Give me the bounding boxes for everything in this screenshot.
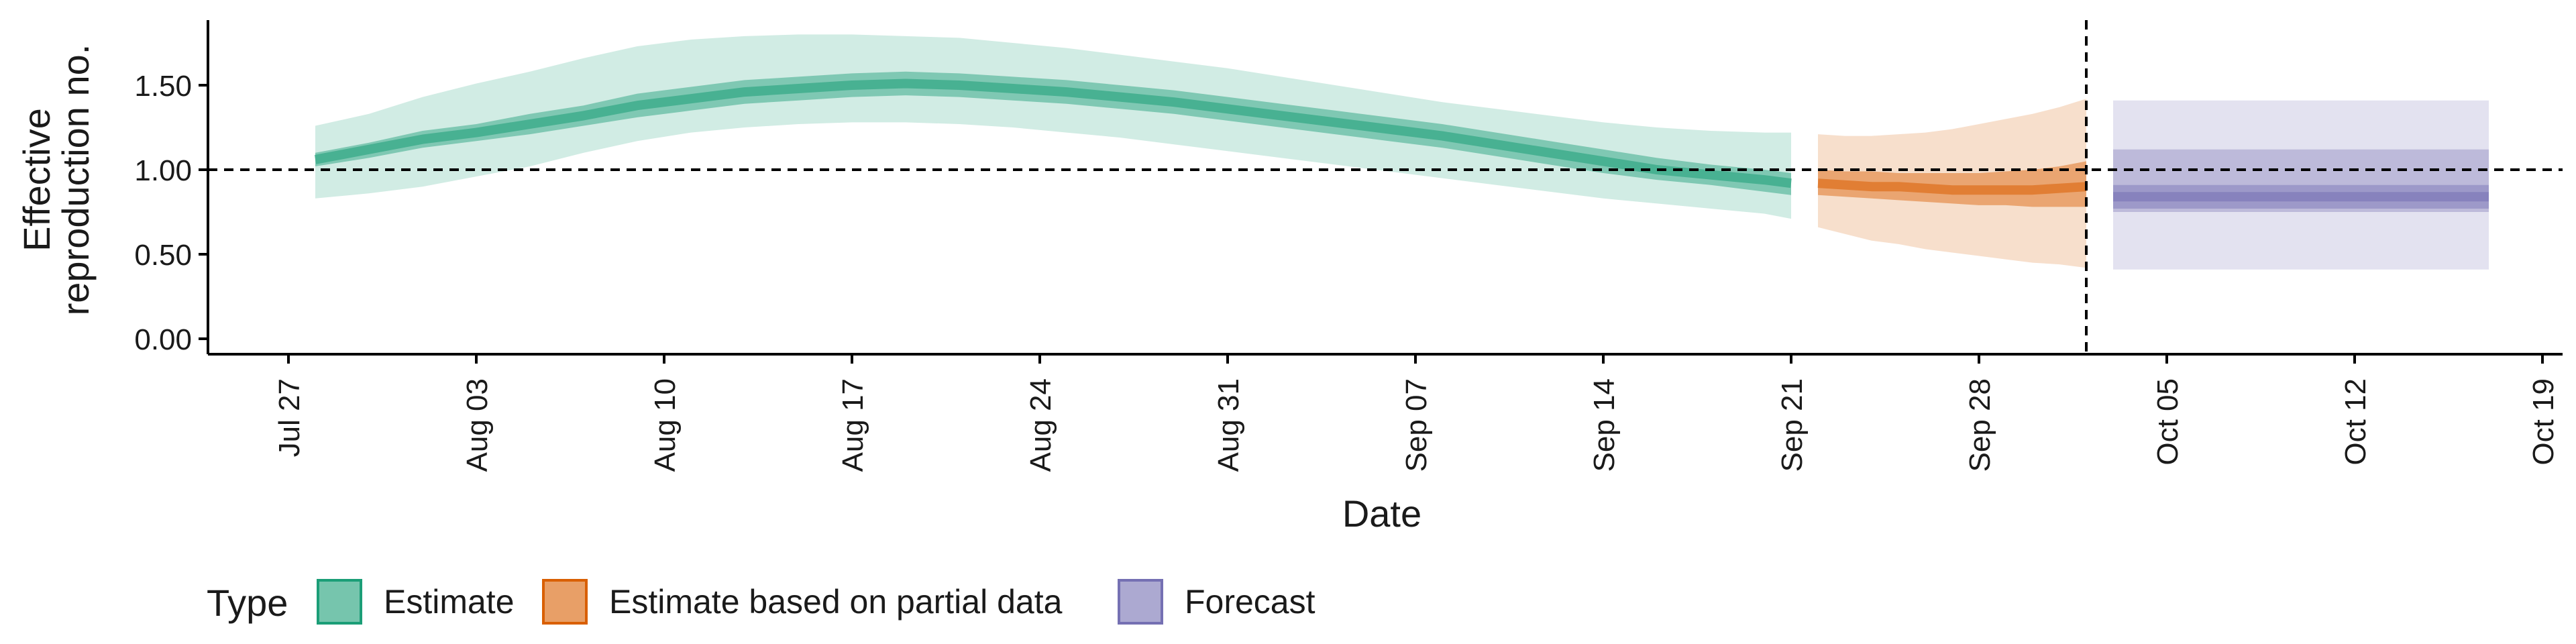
forecast-band-90 bbox=[2113, 100, 2489, 270]
y-tick-label: 0.50 bbox=[134, 239, 192, 272]
y-axis-title-line: Effective bbox=[15, 108, 58, 252]
legend-title: Type bbox=[207, 582, 288, 624]
legend-key-forecast bbox=[1118, 579, 1163, 625]
estimate-based-on-partial-data-band-50 bbox=[1818, 161, 2086, 207]
legend-label-estimate-based-on-partial-data: Estimate based on partial data bbox=[609, 583, 1063, 621]
y-tick-label: 0.00 bbox=[134, 323, 192, 356]
x-tick-label: Oct 12 bbox=[2339, 378, 2372, 466]
x-tick-label: Oct 05 bbox=[2151, 378, 2184, 466]
x-tick-label: Aug 31 bbox=[1212, 378, 1245, 472]
y-axis-title: Effectivereproduction no. bbox=[15, 44, 97, 316]
x-tick-label: Sep 21 bbox=[1776, 378, 1809, 472]
legend-key-estimate bbox=[317, 579, 362, 625]
legend-key-estimate-based-on-partial-data bbox=[542, 579, 588, 625]
x-tick-label: Sep 07 bbox=[1400, 378, 1433, 472]
lines-layer bbox=[208, 20, 2563, 354]
x-tick-label: Aug 03 bbox=[461, 378, 494, 472]
legend-label-forecast: Forecast bbox=[1185, 583, 1316, 621]
legend: Type Estimate Estimate based on partial da… bbox=[207, 579, 1316, 625]
x-tick-label: Sep 28 bbox=[1964, 378, 1996, 472]
x-tick-label: Aug 17 bbox=[837, 378, 869, 472]
bands-layer bbox=[314, 34, 2489, 270]
y-axis-title-line: reproduction no. bbox=[54, 44, 97, 316]
x-axis-title: Date bbox=[1342, 492, 1421, 535]
estimate-median-line bbox=[314, 78, 1792, 189]
labels-layer: 0.00 0.50 1.00 1.50 Jul 27 Aug 03 Aug 10 Aug 17… bbox=[15, 44, 2560, 535]
legend-label-estimate: Estimate bbox=[384, 583, 515, 621]
x-tick-label: Oct 19 bbox=[2527, 378, 2560, 466]
x-tick-label: Aug 24 bbox=[1024, 378, 1057, 472]
x-tick-label: Sep 14 bbox=[1588, 378, 1621, 472]
estimate-band-90 bbox=[315, 34, 1791, 219]
y-tick-label: 1.50 bbox=[134, 70, 192, 103]
y-tick-label: 1.00 bbox=[134, 154, 192, 187]
axes-layer bbox=[199, 20, 2563, 364]
x-tick-label: Aug 10 bbox=[649, 378, 682, 472]
x-tick-label: Jul 27 bbox=[273, 378, 306, 457]
estimate-based-on-partial-data-band-90 bbox=[1818, 99, 2086, 268]
estimate-based-on-partial-data-median-line bbox=[1817, 178, 2087, 195]
